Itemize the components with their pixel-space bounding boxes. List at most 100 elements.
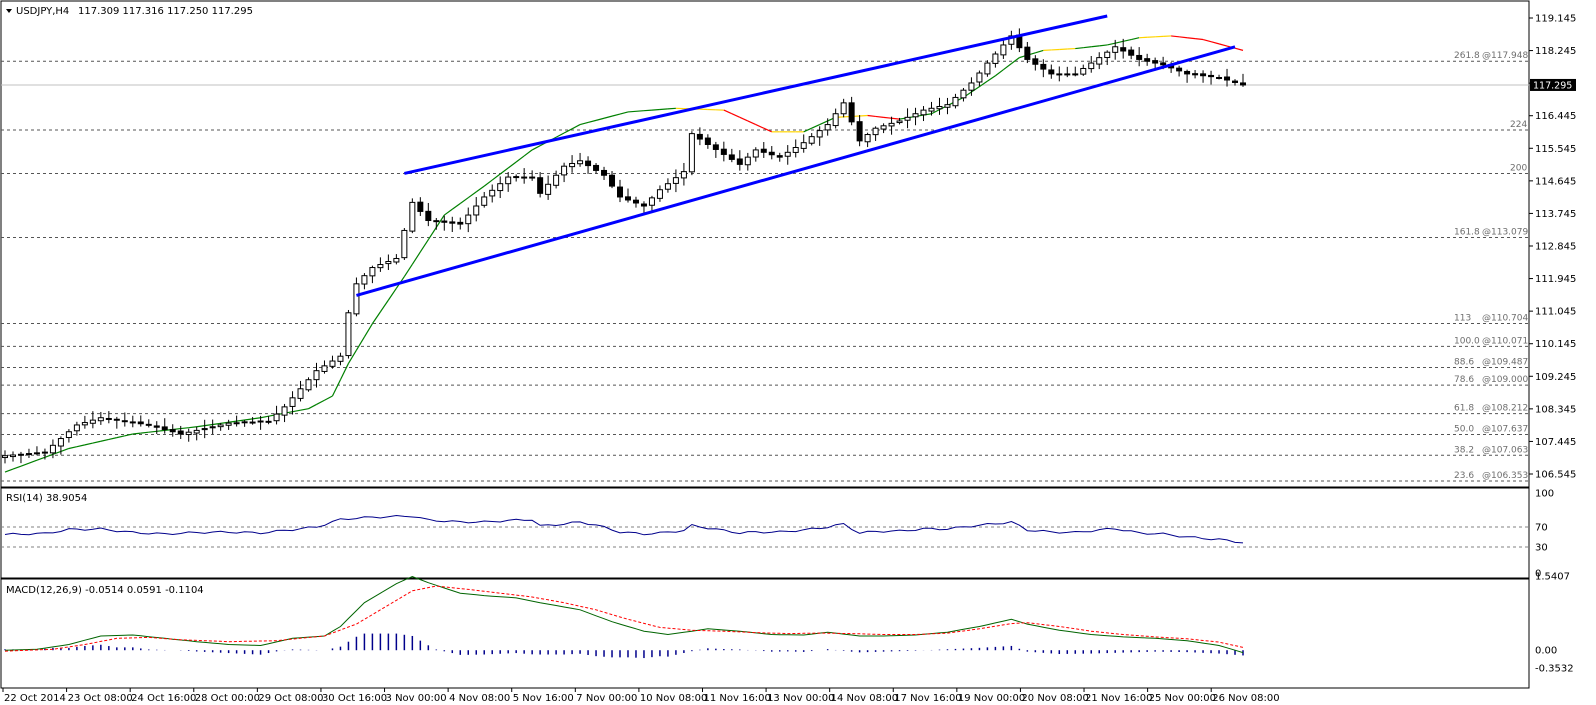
ma-segment [435,214,445,228]
ma-segment [1218,43,1228,47]
candle-body [896,120,903,124]
current-price-value: 117.295 [1533,80,1572,91]
ma-segment [1171,35,1180,38]
candle-body [73,424,80,432]
ma-segment [875,115,884,118]
ma-segment [819,120,828,126]
ma-segment [1115,40,1124,44]
macd-main-line [4,576,1244,654]
candle-body [185,431,192,436]
candle-body [1048,69,1055,75]
candle-body [728,154,735,160]
candle-body [489,189,496,197]
ma-segment [931,109,940,115]
ma-segment [731,113,741,118]
candle-body [920,109,927,116]
dropdown-triangle-icon[interactable] [6,9,12,13]
ma-segment [739,116,749,122]
candle-body [1112,46,1119,53]
candle-body [856,121,863,142]
candle-body [249,421,256,424]
candle-body [417,201,424,212]
candle-body [1160,62,1167,66]
candle-body [265,420,272,423]
candle-body [1136,54,1143,60]
moving-average [4,35,1244,473]
candle-body [712,144,719,150]
candle-body [832,113,839,127]
ma-segment [651,108,660,111]
fib-levels: 261.8 @117.948 224 200 161.8 @113.079 113 @110.… [1,51,1529,482]
price-panel [0,0,1530,488]
ma-segment [643,109,653,112]
candle-body [1064,73,1071,76]
ma-segment [1123,38,1132,42]
time-tick-label: 29 Oct 08:00 [258,693,323,704]
candle-body [760,148,767,153]
candle-body [1144,58,1151,62]
candle-body [944,104,951,108]
candle-body [553,174,560,186]
candle-body [1224,76,1231,81]
candle-body [976,72,983,83]
ma-segment [28,459,38,464]
ma-segment [140,431,149,434]
candle-body [201,428,208,431]
candle-body [321,365,328,372]
fib-level-price: @107.637 [1482,424,1528,434]
candle-body [696,133,703,140]
ma-segment [491,173,501,181]
candle-body [305,379,312,391]
candle-body [529,176,536,179]
candle-body [289,397,296,407]
candle-body [569,162,576,168]
ma-segment [36,456,46,461]
candles [2,28,1246,464]
candle-body [1088,62,1095,70]
fib-level-price: @117.948 [1482,51,1528,61]
price-tick-label: 110.145 [1535,339,1576,350]
ma-segment [1075,47,1084,50]
fib-level-price: @106.353 [1482,471,1528,481]
ma-segment [212,422,221,426]
fib-level-label: 161.8 [1454,228,1480,238]
ma-segment [1107,42,1116,46]
ma-segment [571,124,581,130]
candle-body [281,406,288,416]
ma-segment [451,202,461,210]
ma-segment [20,462,30,467]
ma-segment [100,438,109,442]
ma-segment [883,116,892,119]
price-tick-label: 111.045 [1535,307,1576,318]
candle-body [808,136,815,144]
candle-body [57,438,64,447]
macd-tick-label: 1.5407 [1535,572,1570,583]
candle-body [113,418,120,421]
candle-body [872,127,879,136]
ma-segment [60,447,70,452]
candle-body [385,261,392,265]
ma-segment [891,117,900,120]
time-tick-label: 19 Nov 00:00 [958,693,1025,704]
candle-body [912,113,919,118]
candle-body [816,130,823,138]
candle-body [672,177,679,184]
ma-segment [867,114,876,118]
ma-segment [635,110,645,112]
ma-segment [667,107,676,110]
ma-segment [84,442,93,446]
ma-segment [156,429,165,432]
rsi-tick-label: 30 [1535,543,1548,554]
ma-segment [755,124,765,129]
ma-segment [459,197,469,204]
ma-segment [803,127,812,133]
candle-body [704,137,711,145]
candle-body [481,196,488,206]
current-price-tag [1530,78,1576,91]
candle-body [393,257,400,263]
candle-body [81,422,88,426]
time-tick-label: 11 Nov 16:00 [703,693,770,704]
fib-level-label: 261.8 [1454,51,1480,61]
candle-body [401,229,408,259]
candle-body [169,429,176,433]
